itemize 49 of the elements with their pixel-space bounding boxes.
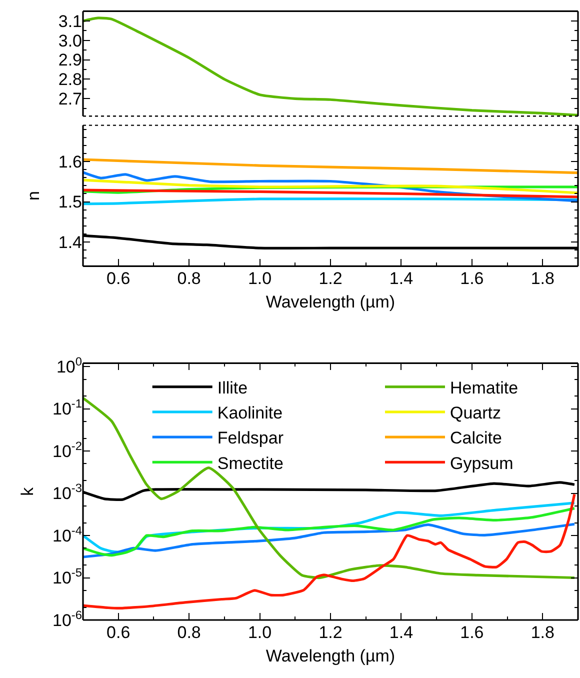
y-tick-label: 10$^{-3}$ <box>52 481 82 504</box>
y-tick-label: 1.4 <box>58 232 82 252</box>
line-series <box>83 492 576 610</box>
legend-label: Gypsum <box>450 454 514 473</box>
line-series <box>83 16 578 116</box>
x-tick-label: 0.8 <box>177 623 201 642</box>
x-tick-label: 1.6 <box>460 623 484 642</box>
x-tick-label: 1.2 <box>318 623 342 642</box>
y-tick-label: 10$^{-1}$ <box>52 396 82 419</box>
x-tick-label: 1.8 <box>530 623 554 642</box>
legend-label: Illite <box>217 378 248 398</box>
x-tick-label: 0.6 <box>106 269 130 288</box>
y-tick-label: 10$^{-6}$ <box>52 608 82 630</box>
y-axis-title: k <box>18 486 38 496</box>
line-series <box>83 396 576 580</box>
y-tick-label: 1.5 <box>58 192 82 212</box>
x-axis-title: Wavelength (µm) <box>266 646 396 666</box>
x-axis-title: Wavelength (µm) <box>266 292 396 312</box>
x-tick-label: 0.8 <box>177 269 201 288</box>
y-tick-label: 1.6 <box>58 152 82 172</box>
x-tick-label: 1.8 <box>530 269 554 288</box>
y-tick-label: 10$^{-5}$ <box>52 566 82 588</box>
y-tick-label: 10$^{-2}$ <box>52 438 82 461</box>
y-axis-title: n <box>24 191 43 200</box>
line-series <box>83 178 578 194</box>
line-series <box>83 158 578 174</box>
legend-label: Quartz <box>450 404 502 423</box>
x-tick-label: 0.6 <box>106 623 130 642</box>
legend-label: Hematite <box>450 378 518 398</box>
y-tick-label: 3.0 <box>58 31 82 50</box>
legend-label: Kaolinite <box>217 404 283 423</box>
x-tick-label: 1.4 <box>389 623 414 642</box>
x-tick-label: 1.2 <box>318 269 342 288</box>
line-series <box>83 507 576 557</box>
legend-label: Feldspar <box>217 428 284 448</box>
y-tick-label: 2.8 <box>58 70 82 90</box>
y-tick-label: 2.7 <box>58 90 82 109</box>
y-tick-label: 3.1 <box>58 12 82 31</box>
x-tick-label: 1.0 <box>248 623 272 642</box>
legend-label: Smectite <box>217 454 284 473</box>
y-tick-label: 10$^{0}$ <box>56 354 82 376</box>
x-tick-label: 1.6 <box>460 269 484 288</box>
line-series <box>83 188 578 198</box>
x-tick-label: 1.4 <box>389 269 414 288</box>
line-series <box>83 522 576 558</box>
x-tick-label: 1.0 <box>248 269 272 288</box>
legend-label: Calcite <box>450 428 502 448</box>
y-tick-label: 10$^{-4}$ <box>52 523 82 546</box>
y-tick-label: 2.9 <box>58 50 82 70</box>
